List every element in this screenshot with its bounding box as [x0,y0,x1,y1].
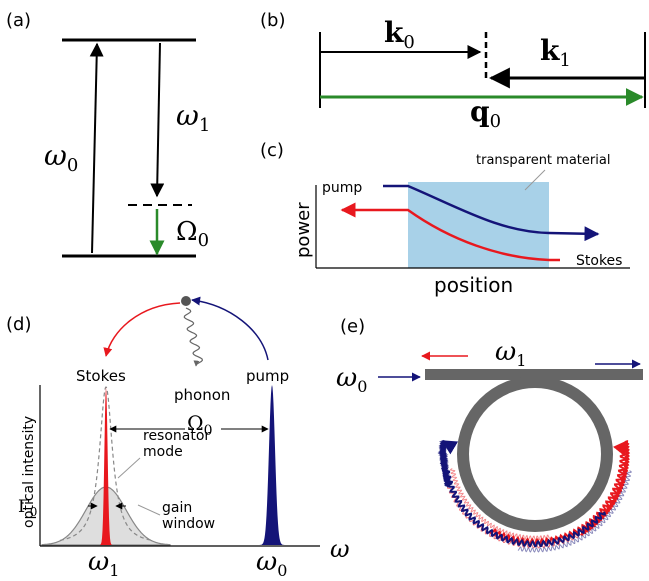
text-part: 0 [198,230,209,251]
pump-arrow [92,44,97,253]
text-part: ω [44,139,67,172]
figure: (a) ω0 ω1 Ω0 (b) k0 k1 q0 (c) transparen… [0,0,649,581]
text-part: ω [88,547,109,577]
ring-resonator [463,382,607,526]
text-part: k [540,34,560,67]
text-part: window [162,516,215,532]
input-label: ω0 [336,363,367,396]
phonon-wave [184,308,202,366]
stokes-label: ω1 [176,99,210,136]
text-part: 1 [516,351,526,370]
text-part: gain [162,500,192,516]
stokes-arc [106,303,180,356]
text-part: ω [176,99,199,132]
pump-label: ω0 [44,139,78,176]
pump-arc [192,300,268,360]
text-part: ω [336,363,357,393]
pump-label: pump [322,180,362,196]
text-part: 0 [357,377,367,396]
text-part: ω [256,547,277,577]
leader-line [138,505,160,515]
text-part: 0 [490,111,501,132]
axis-label: ω [330,535,350,563]
phonon-label: Ω0 [176,217,209,251]
q0-label: q0 [470,95,501,132]
output-label: ω1 [495,337,526,370]
pump-freq: ω0 [256,547,287,580]
stokes-label: Stokes [76,367,126,385]
stokes-label: Stokes [576,253,622,269]
y-label: power [293,202,314,258]
text-part: 0 [30,505,38,519]
text-part: 1 [199,115,210,136]
text-part: Γ [18,497,30,517]
text-part: 0 [67,155,78,176]
text-part: 0 [403,32,414,53]
text-part: mode [143,444,183,460]
panel-label: (e) [340,316,365,337]
text-part: Ω [176,217,198,247]
text-part: ω [495,337,516,367]
stokes-arrow [157,43,160,196]
scattering-point [181,296,191,306]
pump-peak [258,385,286,545]
phonon-label: phonon [174,386,230,404]
text-part: resonator [143,428,210,444]
panel-label: (c) [260,140,284,161]
pump-label: pump [246,367,289,385]
text-part: 1 [109,561,119,580]
text-part: 1 [559,50,570,71]
text-part: k [384,16,404,49]
panel-label: (b) [260,10,285,31]
material-label: transparent material [476,153,610,168]
stokes-freq: ω1 [88,547,119,580]
wave [442,441,450,486]
x-label: position [434,273,513,297]
panel-label: (a) [6,10,31,31]
text-part: 0 [277,561,287,580]
k1-label: k1 [540,34,571,71]
leader-line [118,458,140,478]
k0-label: k0 [384,16,415,53]
panel-label: (d) [6,314,31,335]
text-part: q [470,95,490,128]
